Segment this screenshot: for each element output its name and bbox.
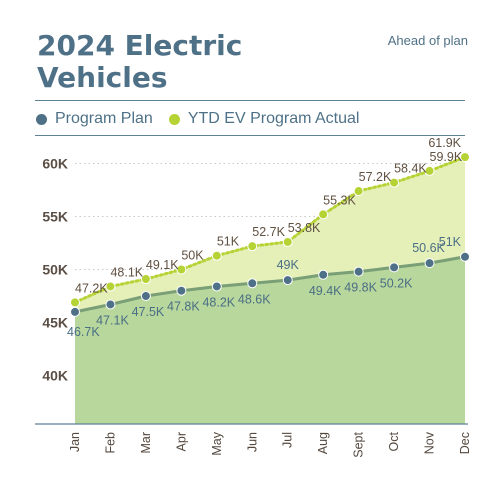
actual-point-Apr [176,264,187,275]
plan-point-Jul [282,275,293,286]
actual-label-Jun: 52.7K [252,225,285,239]
plan-label-Jun: 48.6K [238,292,271,306]
legend-dot-actual-icon [168,113,180,125]
legend-item-plan: Program Plan [36,110,153,128]
actual-label-May: 51K [217,235,240,249]
plan-area [75,256,465,424]
plan-point-Oct [389,262,400,273]
actual-point-Jul [282,236,293,247]
plan-point-Apr [176,285,187,296]
plan-point-Dec [460,251,470,262]
plan-label-Mar: 47.5K [132,305,165,319]
actual-point-Oct [389,177,400,188]
y-tick-40K: 40K [42,368,68,384]
legend-label-actual: YTD EV Program Actual [187,110,360,127]
actual-point-Dec [460,152,470,163]
actual-point-Jun [247,241,258,252]
y-tick-50K: 50K [42,262,68,278]
x-tick-Jan: Jan [68,432,82,452]
x-tick-Aug: Aug [316,432,330,454]
x-tick-May: May [210,431,224,455]
plan-label-Nov: 50.6K [412,241,445,255]
actual-point-Feb [105,281,116,292]
actual-label-Dec: 61.9K [428,136,461,150]
title-line-1: 2024 Electric [37,29,243,62]
actual-label-Sept: 57.2K [359,170,392,184]
plan-label-Aug: 49.4K [309,284,342,298]
chart-title: 2024 Electric Vehicles [37,30,242,94]
actual-label-Oct: 58.4K [394,162,427,176]
plan-point-Jun [247,278,258,289]
plan-point-May [211,281,222,292]
x-tick-Nov: Nov [423,431,437,454]
plan-label-Oct: 50.2K [380,276,413,290]
actual-point-Mar [140,274,151,285]
actual-point-Sept [353,186,364,197]
plan-point-Sept [353,266,364,277]
actual-point-Aug [318,209,329,220]
y-tick-60K: 60K [42,156,68,172]
header-divider-top [35,100,465,101]
x-tick-Jun: Jun [245,432,259,452]
y-tick-55K: 55K [42,209,68,225]
legend-dot-plan-icon [36,113,47,125]
plan-label-Sept: 49.8K [344,281,377,295]
plan-point-Aug [318,269,329,280]
header-divider-bottom [35,135,465,136]
plan-label-Apr: 47.8K [167,300,200,314]
plan-point-Nov [424,258,435,269]
actual-point-May [211,250,222,261]
plan-label-Jan: 46.7K [67,325,100,339]
legend: Program Plan YTD EV Program Actual [36,108,375,130]
actual-label-Apr: 50K [181,249,204,263]
plan-label-Feb: 47.1K [96,313,129,327]
x-tick-Mar: Mar [139,432,153,454]
legend-item-actual: YTD EV Program Actual [168,110,360,128]
plan-label-May: 48.2K [202,295,235,309]
x-tick-Jul: Jul [281,432,295,448]
status-note: Ahead of plan [387,33,468,48]
x-tick-Sept: Sept [352,431,366,457]
plan-point-Jan [70,306,80,317]
legend-label-plan: Program Plan [55,110,153,127]
plan-label-Jul: 49K [277,258,300,272]
x-tick-Apr: Apr [174,432,188,451]
plan-point-Feb [105,299,116,310]
actual-point-Jan [70,297,80,308]
plan-point-Mar [140,291,151,301]
actual-line [73,155,467,304]
actual-label-Aug: 55.3K [323,193,356,207]
actual-label-Jan: 47.2K [75,281,108,295]
x-tick-Feb: Feb [103,432,117,454]
actual-label-Mar: 49.1K [146,258,179,272]
plan-line [74,255,466,314]
actual-label-Jul: 53.8K [288,221,321,235]
title-line-2: Vehicles [37,61,168,94]
actual-point-Nov [424,165,435,176]
plan-label-Dec: 51K [439,235,462,249]
x-tick-Dec: Dec [458,432,472,454]
x-tick-Oct: Oct [387,431,401,451]
y-tick-45K: 45K [42,315,68,331]
actual-label-Nov: 59.9K [430,150,463,164]
actual-label-Feb: 48.1K [110,265,143,279]
